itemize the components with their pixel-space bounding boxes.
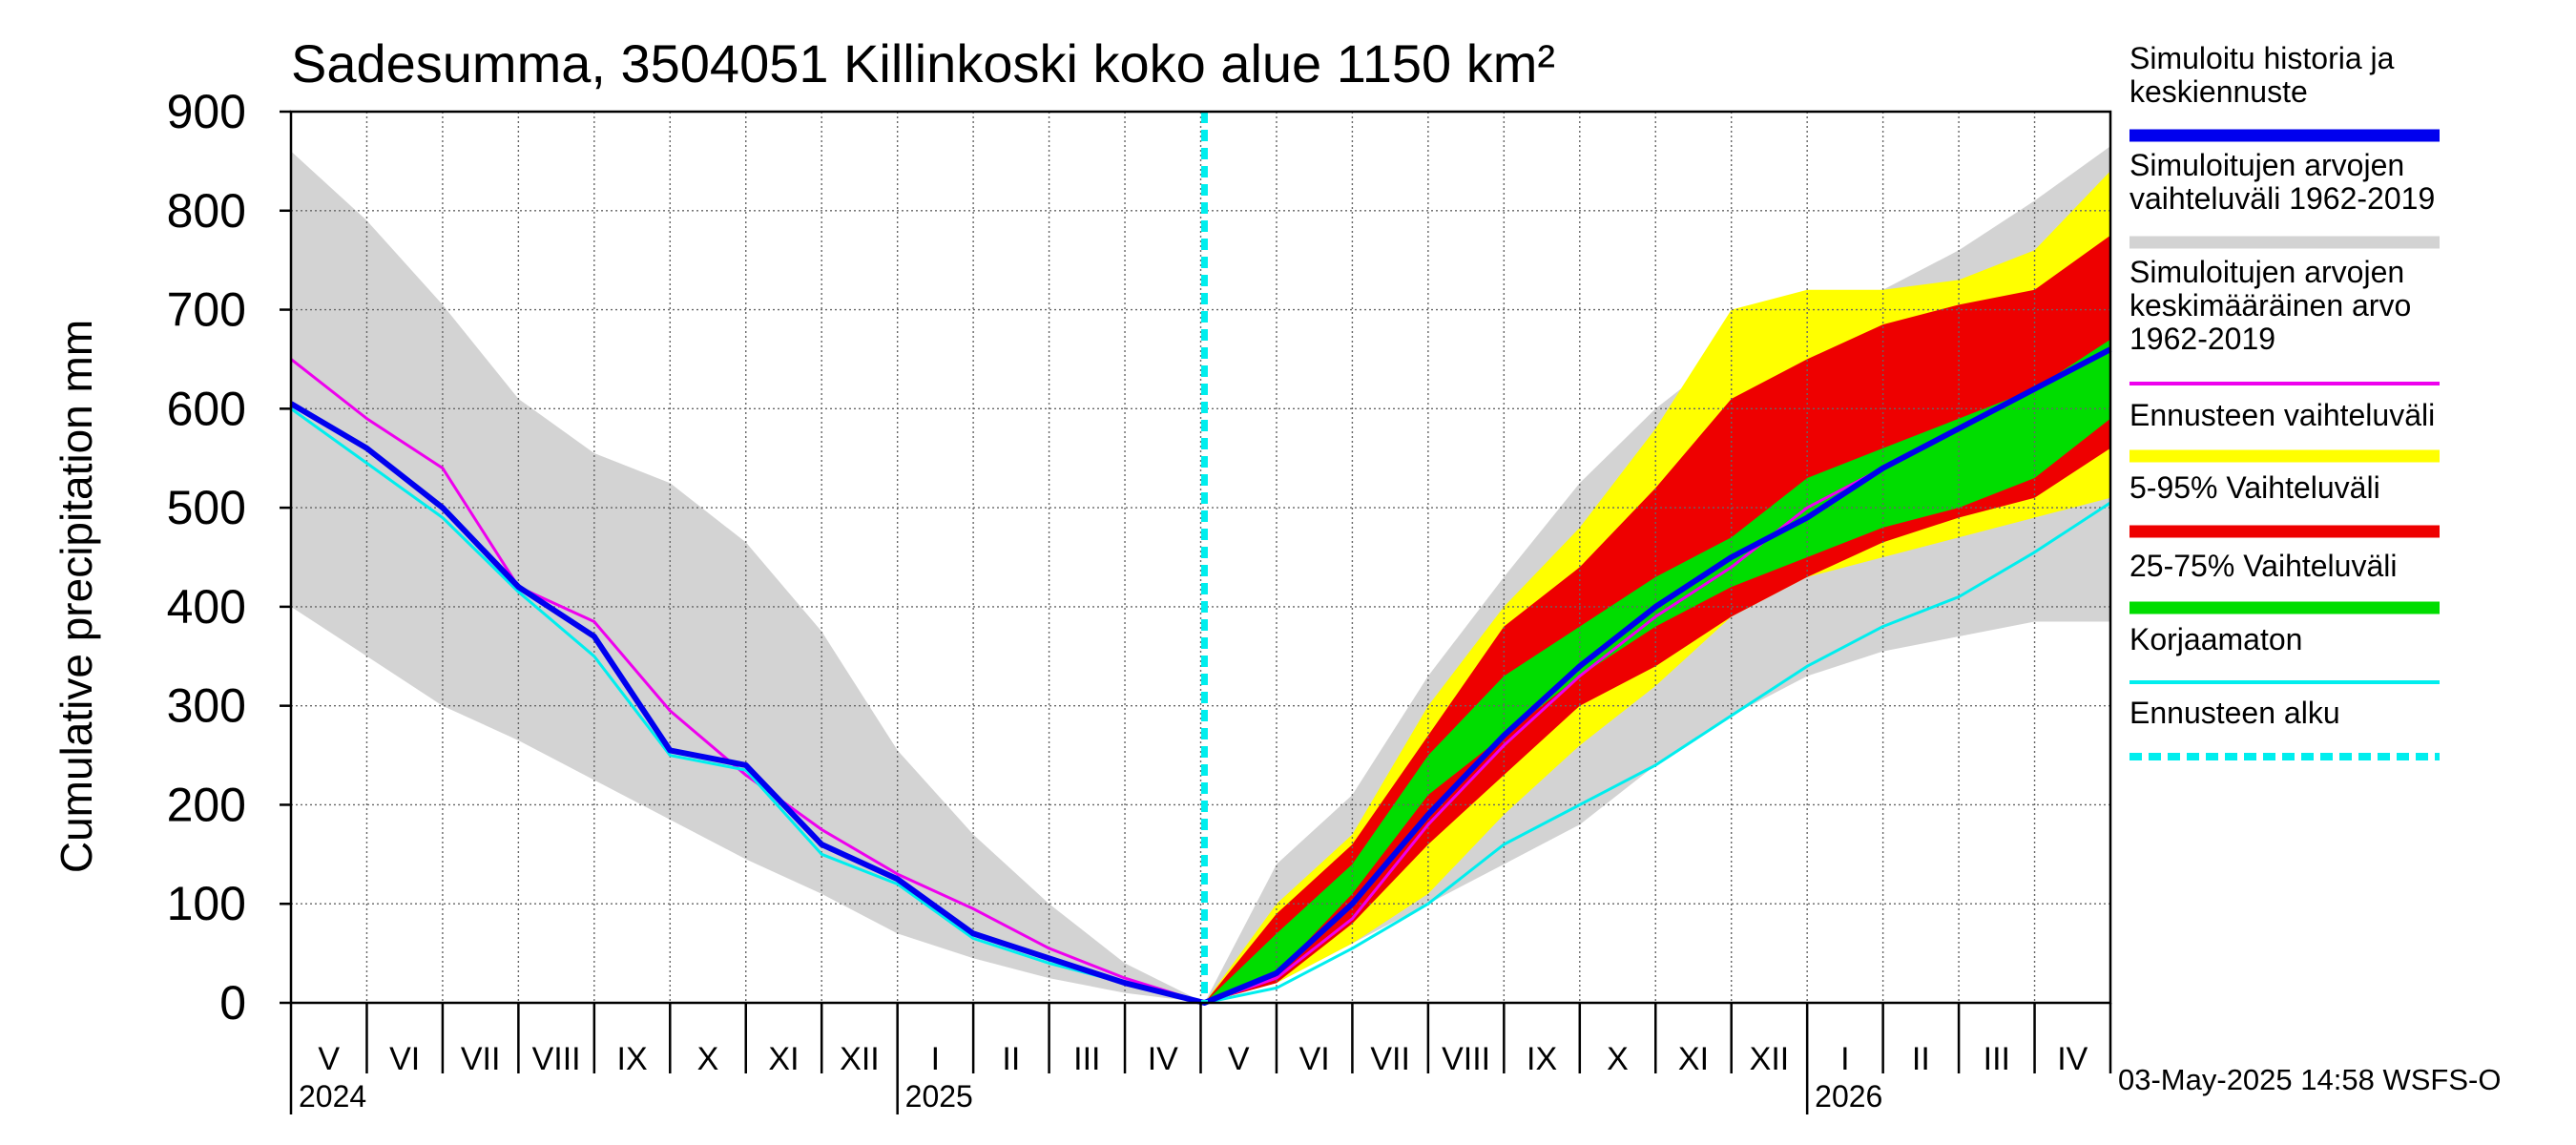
legend-text-2-0: Simuloitujen arvojen xyxy=(2129,255,2404,289)
plot-grid xyxy=(291,112,2110,1003)
month-label-7: XII xyxy=(840,1041,880,1077)
month-label-16: IX xyxy=(1527,1041,1557,1077)
x-axis-months: V VI VII VIII IX X XI XII I II III IV V VI VII VIII IX X X… xyxy=(289,1003,2112,1114)
legend-item-4: 5-95% Vaihteluväli xyxy=(2129,470,2440,538)
month-label-9: II xyxy=(1002,1041,1020,1077)
month-label-14: VII xyxy=(1370,1041,1410,1077)
y-tick-label-400: 400 xyxy=(167,580,246,634)
legend-item-5: 25-75% Vaihteluväli xyxy=(2129,549,2440,614)
month-label-10: III xyxy=(1073,1041,1100,1077)
legend-text-3-0: Ennusteen vaihteluväli xyxy=(2129,398,2435,432)
y-tick-label-200: 200 xyxy=(167,778,246,831)
year-label-2026: 2026 xyxy=(1815,1079,1882,1114)
legend-text-7-0: Ennusteen alku xyxy=(2129,696,2340,730)
month-label-0: V xyxy=(318,1041,340,1077)
month-label-22: III xyxy=(1984,1041,2010,1077)
y-tick-label-800: 800 xyxy=(167,184,246,238)
month-label-13: VI xyxy=(1299,1041,1330,1077)
legend-text-5-0: 25-75% Vaihteluväli xyxy=(2129,549,2397,583)
legend-item-6: Korjaamaton xyxy=(2129,622,2440,684)
month-label-15: VIII xyxy=(1442,1041,1490,1077)
month-label-4: IX xyxy=(617,1041,648,1077)
month-label-8: I xyxy=(931,1041,940,1077)
month-label-3: VIII xyxy=(532,1041,581,1077)
month-label-12: V xyxy=(1228,1041,1250,1077)
legend-text-2-1: keskimääräinen arvo xyxy=(2129,288,2411,323)
band-4 xyxy=(1204,339,2110,1003)
legend-text-2-2: 1962-2019 xyxy=(2129,322,2275,356)
legend-text-0-1: keskiennuste xyxy=(2129,74,2308,109)
month-label-2: VII xyxy=(461,1041,501,1077)
y-tick-label-300: 300 xyxy=(167,679,246,733)
legend-text-6-0: Korjaamaton xyxy=(2129,622,2302,656)
legend-text-1-0: Simuloitujen arvojen xyxy=(2129,148,2404,182)
month-label-17: X xyxy=(1607,1041,1629,1077)
y-tick-label-500: 500 xyxy=(167,481,246,534)
timestamp: 03-May-2025 14:58 WSFS-O xyxy=(2118,1063,2501,1096)
legend-item-7: Ennusteen alku xyxy=(2129,696,2440,760)
y-tick-label-100: 100 xyxy=(167,877,246,930)
y-tick-label-600: 600 xyxy=(167,382,246,435)
legend-text-4-0: 5-95% Vaihteluväli xyxy=(2129,470,2380,505)
month-label-11: IV xyxy=(1148,1041,1178,1077)
y-tick-label-900: 900 xyxy=(167,85,246,138)
chart-title: Sadesumma, 3504051 Killinkoski koko alue… xyxy=(291,33,1555,94)
y-tick-label-700: 700 xyxy=(167,283,246,337)
y-axis-ticks: 0 100 200 300 400 500 600 700 800 900 xyxy=(167,85,291,1030)
month-label-19: XII xyxy=(1750,1041,1790,1077)
month-label-6: XI xyxy=(768,1041,799,1077)
month-label-20: I xyxy=(1840,1041,1849,1077)
month-label-18: XI xyxy=(1678,1041,1709,1077)
month-label-1: VI xyxy=(389,1041,420,1077)
legend: Simuloitu historia jakeskiennusteSimuloi… xyxy=(2129,41,2440,760)
month-label-23: IV xyxy=(2057,1041,2088,1077)
month-label-5: X xyxy=(697,1041,719,1077)
legend-text-1-1: vaihteluväli 1962-2019 xyxy=(2129,181,2435,216)
year-label-2024: 2024 xyxy=(299,1079,366,1114)
band-0 xyxy=(291,151,1205,1003)
y-tick-label-0: 0 xyxy=(219,976,246,1030)
legend-item-3: Ennusteen vaihteluväli xyxy=(2129,398,2440,463)
year-label-2025: 2025 xyxy=(905,1079,973,1114)
month-label-21: II xyxy=(1912,1041,1930,1077)
y-axis-label: Cumulative precipitation mm xyxy=(52,320,101,873)
legend-text-0-0: Simuloitu historia ja xyxy=(2129,41,2395,75)
